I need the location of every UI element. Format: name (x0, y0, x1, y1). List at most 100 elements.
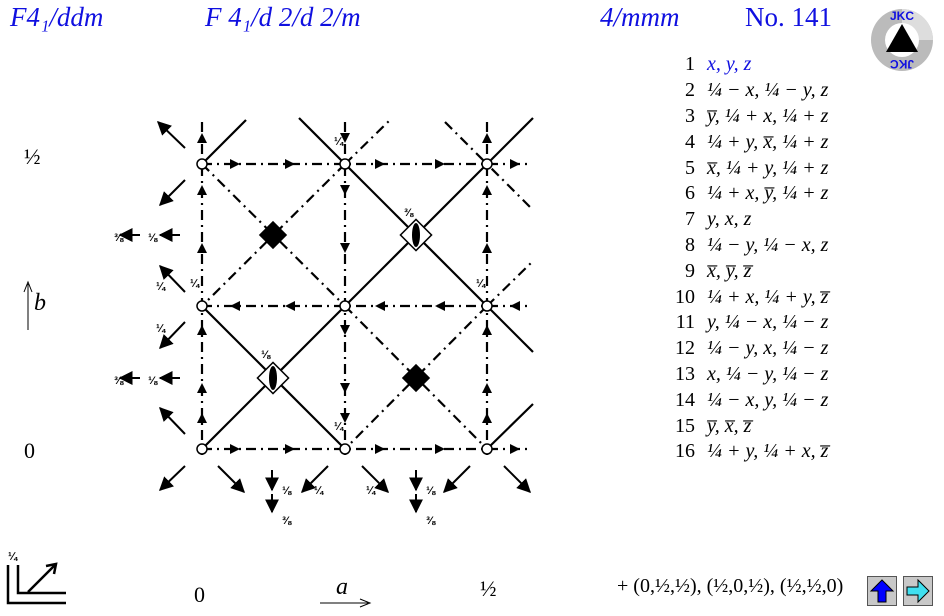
glide-arrowhead (375, 301, 385, 311)
up-button[interactable] (867, 576, 897, 606)
glide-arrows (197, 133, 520, 454)
height-label: ⅜ (114, 375, 124, 387)
coordinate-row: 6 ¼ + x, y̅, ¼ + z (640, 181, 870, 207)
position-number: 7 (685, 208, 695, 231)
glide-arrowhead (230, 301, 240, 311)
position-number: 9 (685, 259, 695, 282)
glide-arrowhead (197, 185, 207, 195)
short-symbol: F4₁/ddm (10, 2, 104, 32)
glide-arrowhead (197, 383, 207, 393)
position-number: 1 (685, 53, 695, 76)
position-number: 6 (685, 182, 695, 205)
position-coordinates: ¼ − y, x, ¼ − z (707, 337, 829, 360)
b-axis-label: b (34, 290, 46, 316)
height-label: ¼ (314, 485, 324, 497)
position-coordinates: y̅, x̅, z̅ (707, 414, 752, 437)
position-coordinates: ¼ − x, ¼ − y, z (707, 79, 829, 102)
glide-arrowhead (285, 301, 295, 311)
corner-height-label: ¼ (8, 551, 18, 563)
glide-arrowhead (510, 159, 520, 169)
peripheral-arrows (118, 121, 531, 514)
coordinate-row: 14 ¼ − x, y, ¼ − z (640, 387, 870, 413)
coordinate-list: 1 x, y, z 2 ¼ − x, ¼ − y, z 3 y̅, ¼ + x, ¼ + … (640, 52, 870, 465)
coordinate-row: 2 ¼ − x, ¼ − y, z (640, 78, 870, 104)
position-number: 15 (675, 414, 695, 437)
position-coordinates: ¼ + x, y̅, ¼ + z (707, 182, 829, 205)
glide-arrowhead (482, 185, 492, 195)
glide-arrowhead (435, 444, 445, 454)
position-coordinates: ¼ + x, ¼ + y, z̅ (707, 285, 829, 308)
coordinate-row: 3 y̅, ¼ + x, ¼ + z (640, 104, 870, 130)
glide-arrowhead (482, 413, 492, 423)
coordinate-row: 11 y, ¼ − x, ¼ − z (640, 310, 870, 336)
point-group: 4/mmm (600, 2, 680, 32)
position-number: 11 (675, 311, 695, 334)
position-number: 8 (685, 233, 695, 256)
height-label: ⅜ (282, 515, 292, 527)
position-coordinates: x̅, ¼ + y, ¼ + z (707, 156, 829, 179)
glide-arrowhead (340, 243, 350, 253)
glide-arrowhead (340, 133, 350, 143)
a-zero-label: 0 (194, 582, 205, 607)
up-arrow-icon (869, 579, 895, 603)
inversion-centers (196, 158, 493, 455)
glide-arrowhead (197, 243, 207, 253)
coordinate-row: 9 x̅, y̅, z̅ (640, 258, 870, 284)
height-label: ¼ (334, 136, 344, 148)
position-number: 10 (675, 285, 695, 308)
position-coordinates: ¼ + y, ¼ + x, z̅ (707, 440, 829, 463)
glide-arrowhead (482, 325, 492, 335)
right-arrow-icon (906, 578, 930, 604)
glide-arrowhead (285, 444, 295, 454)
position-number: 13 (675, 362, 695, 385)
height-label: ⅜ (426, 515, 436, 527)
position-coordinates: y, ¼ − x, ¼ − z (707, 311, 829, 334)
position-coordinates: ¼ − y, ¼ − x, z (707, 233, 829, 256)
position-number: 4 (685, 130, 695, 153)
height-label: ⅛ (261, 349, 271, 361)
coordinate-row: 12 ¼ − y, x, ¼ − z (640, 336, 870, 362)
position-coordinates: y̅, ¼ + x, ¼ + z (707, 104, 829, 127)
position-coordinates: x̅, y̅, z̅ (707, 259, 752, 282)
corner-symbol-icon (6, 562, 66, 605)
centering-vectors: + (0,½,½), (½,0,½), (½,½,0) (617, 575, 844, 597)
a-half-label: ½ (480, 576, 497, 601)
full-symbol: F 4₁/d 2/d 2/m (205, 2, 361, 32)
next-button[interactable] (903, 576, 933, 606)
glide-arrowhead (435, 301, 445, 311)
glide-arrowhead (197, 133, 207, 143)
height-label: ⅛ (148, 375, 158, 387)
coordinate-row: 16 ¼ + y, ¼ + x, z̅ (640, 439, 870, 465)
axis-a-arrow (320, 598, 372, 608)
glide-arrowhead (340, 413, 350, 423)
glide-arrowhead (510, 301, 520, 311)
glide-arrowhead (197, 325, 207, 335)
coordinate-row: 10 ¼ + x, ¼ + y, z̅ (640, 284, 870, 310)
svg-text:JKC: JKC (890, 57, 914, 71)
symmetry-diagram: ¼ ¼ ¼ ¼ ⅜ ⅛ ⅜ ⅛ ⅜ ⅛ ¼ ¼ ⅛ ⅜ ¼ ¼ ⅛ ⅜ ¼ (6, 117, 534, 608)
position-number: 12 (675, 337, 695, 360)
coordinate-row: 15 y̅, x̅, z̅ (640, 413, 870, 439)
a-axis-label: a (336, 574, 348, 600)
glide-arrowhead (230, 444, 240, 454)
position-coordinates: ¼ + y, x̅, ¼ + z (707, 130, 829, 153)
height-label: ⅛ (426, 485, 436, 497)
axis-b-arrow (23, 280, 33, 330)
glide-planes (200, 119, 533, 455)
glide-arrowhead (510, 444, 520, 454)
position-number: 3 (685, 104, 695, 127)
coordinate-row: 8 ¼ − y, ¼ − x, z (640, 233, 870, 259)
height-label: ⅛ (148, 232, 158, 244)
four-one-axes (256, 218, 433, 395)
glide-arrowhead (340, 185, 350, 195)
position-coordinates: x, y, z (707, 53, 752, 76)
glide-arrowhead (482, 243, 492, 253)
jkc-logo[interactable]: JKC JKC (870, 8, 934, 72)
height-label: ⅜ (404, 207, 414, 219)
coordinate-row: 13 x, ¼ − y, ¼ − z (640, 362, 870, 388)
height-label: ¼ (476, 278, 486, 290)
position-number: 2 (685, 79, 695, 102)
height-label: ⅜ (114, 232, 124, 244)
height-label: ¼ (156, 323, 166, 335)
glide-arrowhead (340, 325, 350, 335)
